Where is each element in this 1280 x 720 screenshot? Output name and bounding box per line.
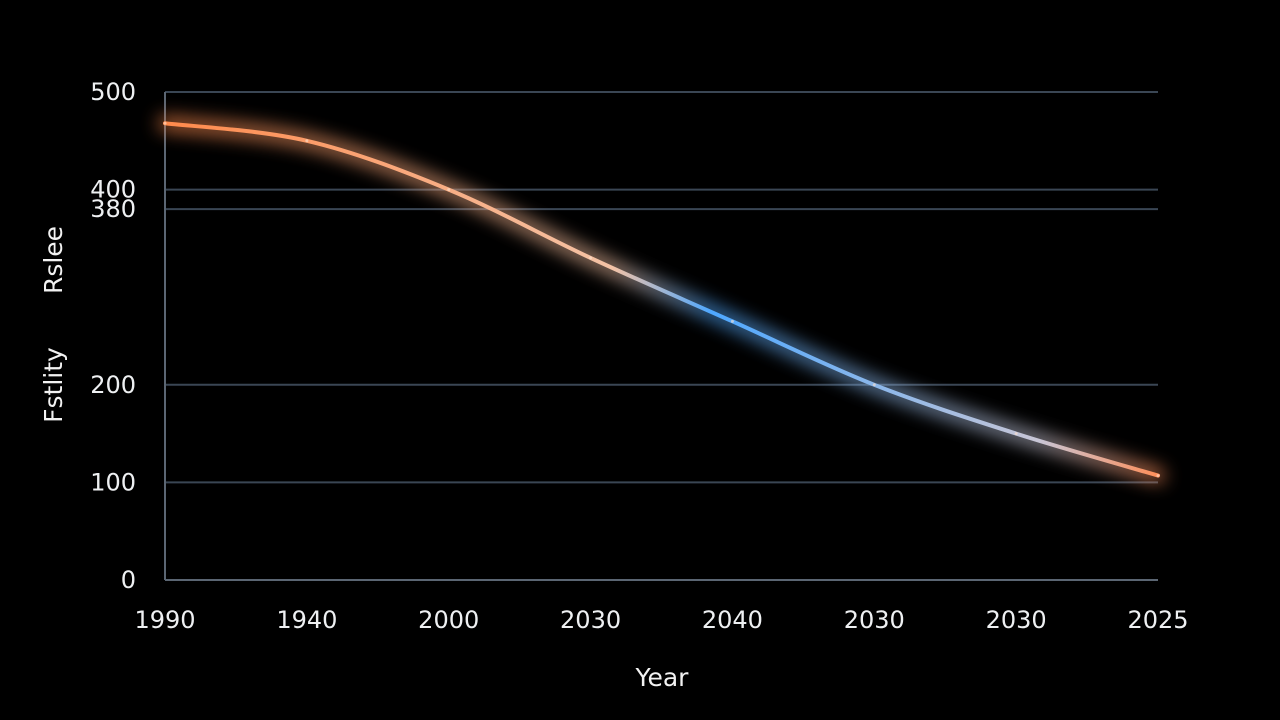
data-point <box>872 383 876 387</box>
y-tick-label: 200 <box>90 371 136 399</box>
x-tick-label: 1990 <box>134 606 195 634</box>
x-tick-label: 2025 <box>1127 606 1188 634</box>
x-tick-label: 2030 <box>844 606 905 634</box>
x-tick-label: 1940 <box>276 606 337 634</box>
series-line <box>163 121 1160 478</box>
x-tick-label: 2040 <box>702 606 763 634</box>
y-tick-label: 100 <box>90 468 136 496</box>
series-group <box>158 116 1165 483</box>
gridlines <box>165 91 1158 484</box>
x-tick-labels: 1990 1940 2000 2030 2040 2030 2030 2025 <box>134 606 1188 634</box>
data-point <box>163 121 167 125</box>
y-tick-label: 380 <box>90 195 136 223</box>
data-point <box>730 319 734 323</box>
data-point <box>305 139 309 143</box>
y-axis-title: Fstlity Rslee <box>39 226 68 423</box>
data-point <box>1156 474 1160 478</box>
x-axis-title: Year <box>635 663 690 692</box>
y-axis-title-line: Fstlity <box>39 347 68 423</box>
x-tick-label: 2000 <box>418 606 479 634</box>
x-tick-label: 2030 <box>560 606 621 634</box>
y-tick-label: 400 <box>90 176 136 204</box>
axes <box>164 92 1158 581</box>
y-tick-label: 500 <box>90 78 136 106</box>
data-point <box>1014 432 1018 436</box>
data-point <box>589 256 593 260</box>
x-tick-label: 2030 <box>986 606 1047 634</box>
y-axis-title-line: Rslee <box>39 226 68 294</box>
series-line-glow <box>158 116 1165 483</box>
y-tick-label: 0 <box>121 566 136 594</box>
data-point <box>447 188 451 192</box>
